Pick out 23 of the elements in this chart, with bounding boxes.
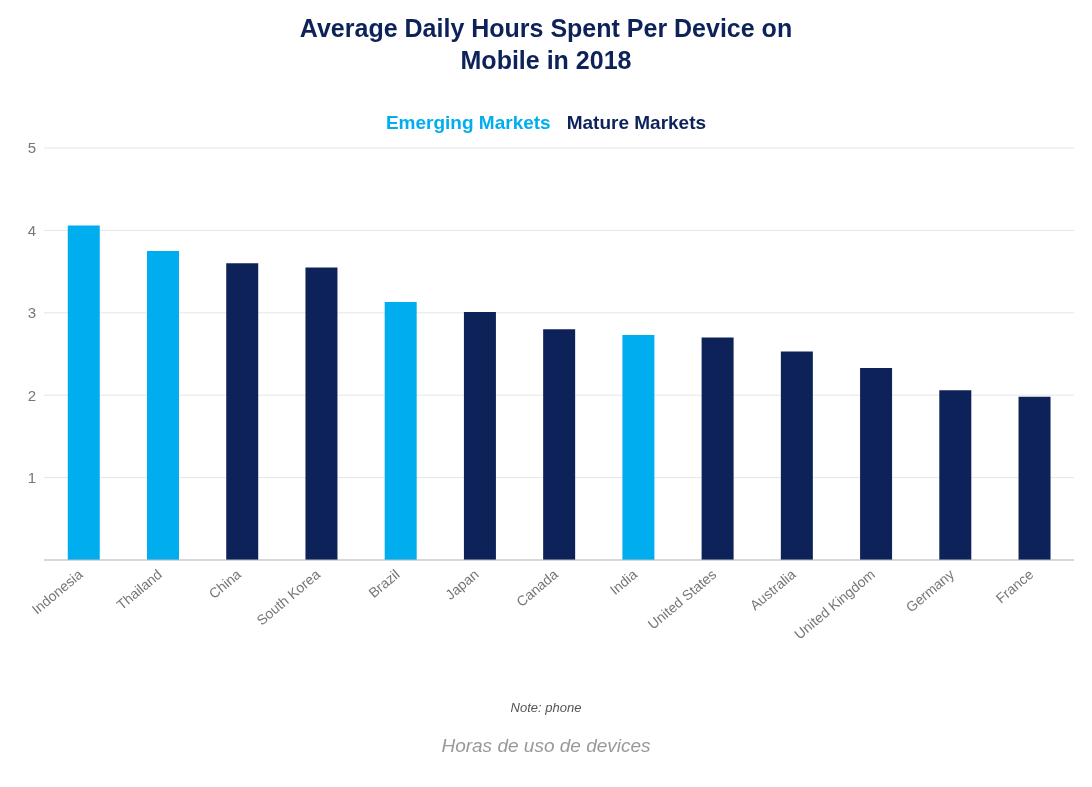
y-tick-label: 3 (27, 304, 36, 322)
bar (384, 302, 417, 560)
y-tick-label: 2 (27, 386, 36, 404)
bar (780, 351, 813, 560)
chart-title: Average Daily Hours Spent Per Device on Mobile in 2018 (298, 13, 794, 76)
bar (305, 267, 338, 560)
bar (226, 263, 259, 560)
bar (147, 251, 179, 560)
text: Emerging Markets (385, 112, 551, 134)
bar (67, 225, 100, 560)
bar (622, 335, 655, 560)
bar (543, 329, 576, 560)
text: Horas de uso de devices (440, 735, 652, 757)
bar (939, 390, 972, 560)
text: Mature Markets (566, 112, 707, 134)
text: Note: phone (509, 700, 583, 715)
bar (1018, 396, 1051, 560)
y-tick-label: 1 (27, 468, 36, 486)
y-tick-label: 5 (27, 139, 36, 157)
bar (701, 337, 734, 560)
bar (463, 311, 496, 560)
y-tick-label: 4 (27, 221, 36, 239)
bar (860, 368, 893, 560)
